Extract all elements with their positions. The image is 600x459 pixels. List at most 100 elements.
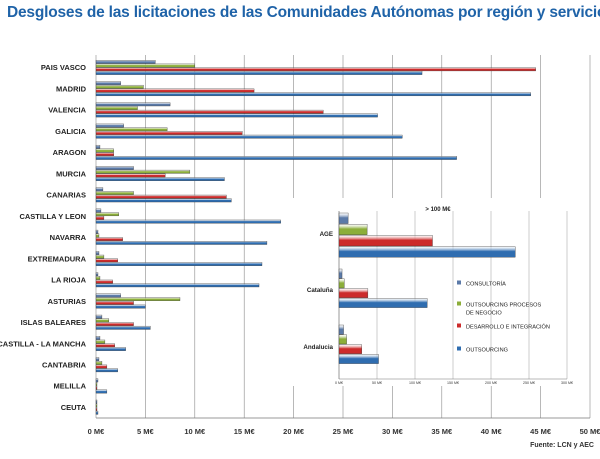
main-bar-consultoria xyxy=(95,357,100,361)
main-x-tick-label: 35 M€ xyxy=(431,427,453,436)
main-bar-desarrollo xyxy=(95,109,324,114)
inset-annotation: > 100 M€ xyxy=(425,207,451,213)
main-bar-consultoria xyxy=(95,123,124,128)
main-category-label: CEUTA xyxy=(61,403,87,412)
inset-bar-outsourcing_procesos xyxy=(338,224,368,235)
main-category-label: GALICIA xyxy=(55,127,86,136)
main-category-label: ASTURIAS xyxy=(48,297,86,306)
main-bar-consultoria xyxy=(95,314,103,319)
main-bar-outsourcing_procesos xyxy=(95,63,195,68)
main-bar-desarrollo xyxy=(95,279,113,284)
main-bar-outsourcing xyxy=(95,177,225,181)
main-bar-outsourcing xyxy=(95,410,99,415)
legend-label-outsourcing_procesos: DE NEGOCIO xyxy=(466,311,502,317)
main-bar-consultoria xyxy=(95,187,104,192)
main-bar-desarrollo xyxy=(95,301,134,305)
main-bar-consultoria xyxy=(95,229,99,234)
main-category-label: EXTREMADURA xyxy=(28,254,87,263)
main-bar-outsourcing_procesos xyxy=(95,212,119,217)
main-bar-outsourcing_procesos xyxy=(95,254,105,259)
main-category-label: NAVARRA xyxy=(50,233,87,242)
legend-label-consultoria: CONSULTORÍA xyxy=(466,281,506,288)
inset-x-tick-label: 300 M€ xyxy=(561,381,573,385)
main-x-tick-label: 20 M€ xyxy=(283,427,305,436)
main-category-label: CASTILLA Y LEON xyxy=(19,212,86,221)
main-bar-consultoria xyxy=(95,144,101,149)
main-bar-consultoria xyxy=(95,102,171,107)
inset-category-label: Cataluña xyxy=(307,287,334,294)
inset-x-tick-label: 250 M€ xyxy=(523,381,535,385)
main-bar-outsourcing xyxy=(95,134,403,139)
main-bar-outsourcing_procesos xyxy=(95,127,168,132)
main-bar-consultoria xyxy=(95,293,121,298)
inset-bar-consultoria xyxy=(338,268,343,279)
inset-bar-consultoria xyxy=(338,212,349,224)
main-x-tick-label: 45 M€ xyxy=(530,427,552,436)
main-bar-desarrollo xyxy=(95,173,166,178)
main-x-tick-label: 30 M€ xyxy=(382,427,404,436)
main-category-label: ARAGON xyxy=(53,148,86,157)
inset-category-label: AGE xyxy=(320,231,333,238)
main-bar-outsourcing_procesos xyxy=(95,339,106,344)
main-bar-desarrollo xyxy=(95,258,118,263)
main-bar-desarrollo xyxy=(95,88,255,93)
main-bar-outsourcing_procesos xyxy=(95,191,134,195)
main-bar-desarrollo xyxy=(95,322,134,326)
inset-bar-outsourcing xyxy=(338,354,379,364)
main-bar-outsourcing_procesos xyxy=(95,276,101,280)
main-bar-consultoria xyxy=(95,60,156,64)
main-bar-desarrollo xyxy=(95,407,98,411)
inset-panel xyxy=(292,198,588,386)
inset-x-tick-label: 0 M€ xyxy=(335,381,343,385)
main-bar-outsourcing_procesos xyxy=(95,84,144,89)
main-category-label: VALENCIA xyxy=(48,106,86,115)
main-bar-consultoria xyxy=(95,208,102,213)
main-category-label: ISLAS BALEARES xyxy=(21,318,86,327)
main-bar-desarrollo xyxy=(95,385,98,390)
main-bar-outsourcing_procesos xyxy=(95,361,103,365)
main-bar-desarrollo xyxy=(95,152,114,157)
main-category-label: MADRID xyxy=(56,84,87,93)
main-bar-outsourcing xyxy=(95,241,268,245)
main-bar-consultoria xyxy=(95,166,134,170)
main-bar-outsourcing_procesos xyxy=(95,106,138,110)
main-x-tick-label: 25 M€ xyxy=(333,427,355,436)
main-bar-desarrollo xyxy=(95,343,115,348)
main-bar-outsourcing xyxy=(95,368,118,373)
main-bar-outsourcing xyxy=(95,156,457,160)
main-x-tick-label: 10 M€ xyxy=(184,427,206,436)
legend-swatch-outsourcing xyxy=(457,346,461,351)
main-bar-consultoria xyxy=(95,399,98,404)
main-bar-consultoria xyxy=(95,251,100,255)
main-bar-outsourcing xyxy=(95,347,126,351)
main-bar-desarrollo xyxy=(95,237,123,241)
main-bar-outsourcing xyxy=(95,304,146,309)
inset-bar-desarrollo xyxy=(338,235,433,247)
inset-bar-desarrollo xyxy=(338,344,362,354)
main-category-label: CASTILLA - LA MANCHA xyxy=(0,339,87,348)
inset-category-label: Andalucia xyxy=(303,344,333,351)
inset-bar-consultoria xyxy=(338,324,344,335)
main-x-tick-label: 50 M€ xyxy=(580,427,600,436)
main-category-label: CANARIAS xyxy=(46,191,86,200)
main-bar-outsourcing xyxy=(95,219,281,224)
main-category-label: CANTABRIA xyxy=(42,361,87,370)
legend-label-desarrollo: DESARROLLO E INTEGRACIÓN xyxy=(466,324,550,331)
legend-label-outsourcing_procesos: OUTSOURCING PROCESOS xyxy=(466,303,541,309)
main-bar-outsourcing_procesos xyxy=(95,382,98,386)
main-bar-outsourcing xyxy=(95,325,151,330)
inset-legend: CONSULTORÍA OUTSOURCING PROCESOS DE NEGOCI… xyxy=(457,280,550,354)
inset-bar-desarrollo xyxy=(338,288,369,298)
inset-bar-outsourcing_procesos xyxy=(338,278,345,289)
main-bar-outsourcing_procesos xyxy=(95,403,98,408)
main-x-tick-label: 40 M€ xyxy=(481,427,503,436)
main-category-label: MURCIA xyxy=(56,169,87,178)
legend-swatch-consultoria xyxy=(457,280,461,285)
main-category-label: LA RIOJA xyxy=(51,276,86,285)
main-bar-outsourcing xyxy=(95,389,108,394)
legend-swatch-outsourcing_procesos xyxy=(457,301,461,306)
main-bar-desarrollo xyxy=(95,216,105,220)
legend-label-outsourcing: OUTSOURCING xyxy=(466,348,508,354)
